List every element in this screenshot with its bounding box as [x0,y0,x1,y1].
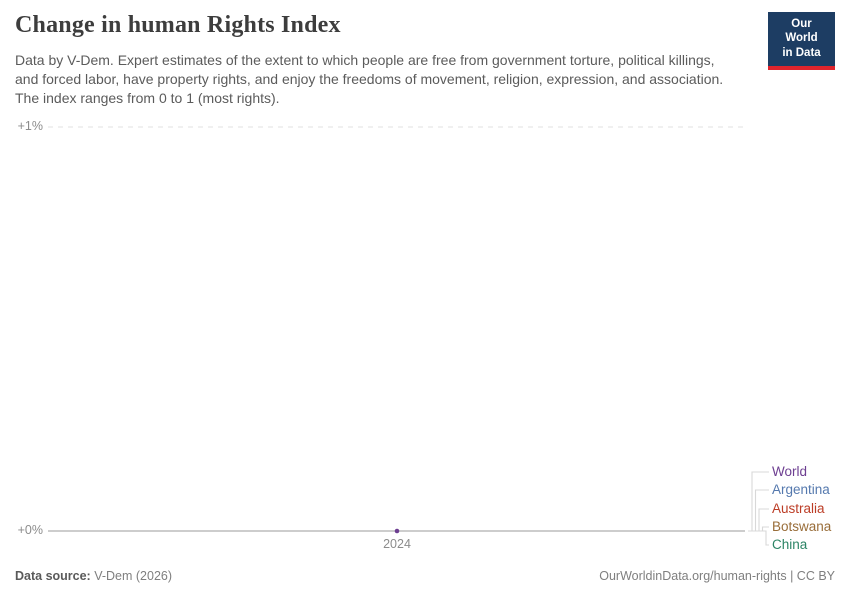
series-label-australia[interactable]: Australia [772,501,825,516]
owid-logo: Our World in Data [768,12,835,71]
series-label-china[interactable]: China [772,537,808,552]
chart-subtitle: Data by V-Dem. Expert estimates of the e… [15,52,724,107]
series-label-botswana[interactable]: Botswana [772,519,832,534]
owid-link[interactable]: OurWorldinData.org/human-rights | CC BY [599,569,835,583]
owid-logo-line2: in Data [782,46,821,59]
series-label-argentina[interactable]: Argentina [772,482,830,497]
x-axis-tick-2024: 2024 [383,537,411,551]
data-point-2024[interactable] [394,528,400,534]
page-title: Change in human Rights Index [15,12,341,38]
data-source-value: V-Dem (2026) [90,569,173,583]
y-axis-tick-plus0pct: +0% [17,523,43,537]
owid-logo-line1: Our World [785,18,818,45]
series-label-world[interactable]: World [772,464,808,479]
leader-australia [748,508,769,532]
data-source-note: Data source: V-Dem (2026) [15,569,172,583]
data-source-label: Data source: [15,569,91,583]
y-axis-tick-plus1pct: +1% [17,119,43,133]
leader-china [748,530,769,546]
legend-leader-lines [748,471,769,546]
